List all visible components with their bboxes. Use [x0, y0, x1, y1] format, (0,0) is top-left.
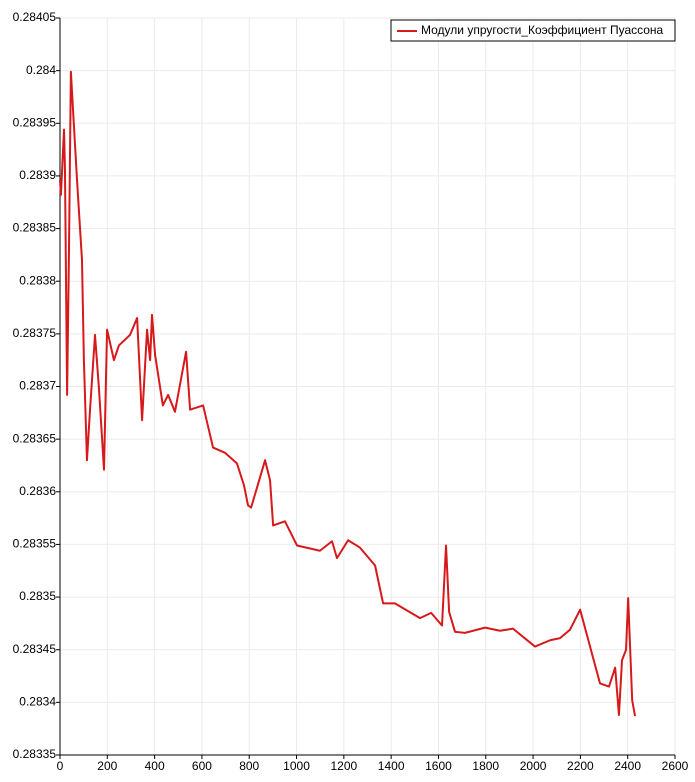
legend-label: Модули упругости_Коэффициент Пуассона — [421, 23, 664, 37]
y-tick-label: 0.28335 — [13, 747, 57, 761]
x-tick-label: 2000 — [520, 759, 547, 773]
y-tick-label: 0.28385 — [13, 221, 57, 235]
x-tick-label: 0 — [57, 759, 64, 773]
x-tick-label: 200 — [97, 759, 117, 773]
x-tick-label: 1400 — [378, 759, 405, 773]
y-tick-label: 0.28375 — [13, 326, 57, 340]
x-tick-label: 1600 — [425, 759, 452, 773]
x-tick-label: 400 — [145, 759, 165, 773]
y-tick-label: 0.2839 — [19, 168, 56, 182]
y-tick-label: 0.2835 — [19, 589, 56, 603]
x-tick-label: 2200 — [567, 759, 594, 773]
y-tick-label: 0.28355 — [13, 537, 57, 551]
y-tick-label: 0.28405 — [13, 10, 57, 24]
y-tick-label: 0.2838 — [19, 273, 56, 287]
y-tick-label: 0.284 — [26, 63, 56, 77]
legend-box — [390, 19, 676, 42]
x-tick-label: 800 — [239, 759, 259, 773]
y-tick-label: 0.28345 — [13, 642, 57, 656]
y-tick-label: 0.28395 — [13, 115, 57, 129]
x-tick-label: 600 — [192, 759, 212, 773]
x-tick-label: 1000 — [283, 759, 310, 773]
data-line — [59, 70, 637, 717]
x-tick-label: 1800 — [472, 759, 499, 773]
legend: Модули упругости_Коэффициент Пуассона — [390, 19, 676, 42]
y-tick-label: 0.28365 — [13, 431, 57, 445]
x-tick-label: 2400 — [614, 759, 641, 773]
x-tick-label: 2600 — [662, 759, 689, 773]
y-tick-label: 0.2836 — [19, 484, 56, 498]
y-tick-label: 0.2837 — [19, 379, 56, 393]
x-tick-label: 1200 — [330, 759, 357, 773]
y-tick-label: 0.2834 — [19, 695, 56, 709]
